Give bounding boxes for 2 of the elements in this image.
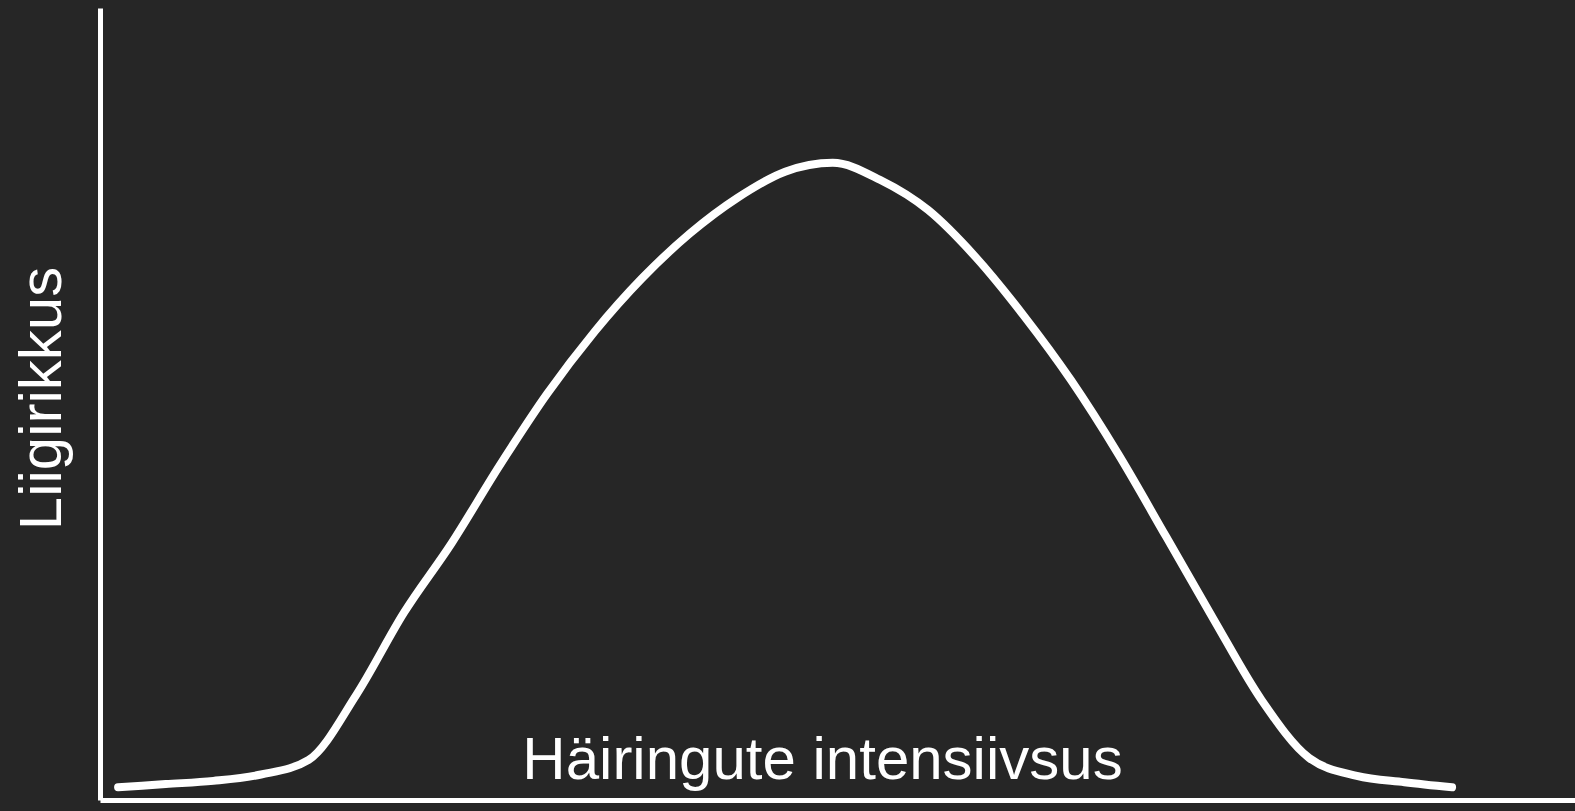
y-axis-title: Liigirikkus — [6, 266, 74, 531]
x-axis-title: Häiringute intensiivsus — [522, 724, 1123, 792]
